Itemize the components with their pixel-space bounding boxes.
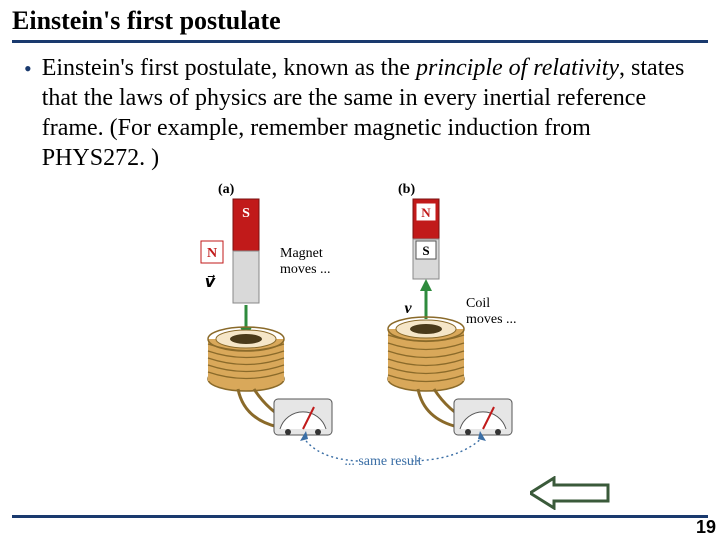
magnet-a-s: S [242,206,250,221]
figure-container: (a) (b) S N v⃗ Magnet [24,179,692,469]
content-area: • Einstein's first postulate, known as t… [0,53,720,469]
body-part-1: Einstein's first postulate, known as the [42,55,416,81]
title-rule [12,40,708,43]
slide-title: Einstein's first postulate [0,0,720,40]
big-left-arrow [530,476,610,510]
label-a: (a) [218,182,235,197]
caption-a-1: Magnet [280,246,323,261]
caption-b-2: moves ... [466,312,517,327]
meter-b [454,399,512,435]
v-arrow-a: v⃗ [205,274,216,291]
meter-a [274,399,332,435]
magnet-b: N S [413,199,439,279]
magnet-a-n: N [207,246,217,261]
page-number: 19 [696,517,716,538]
magnet-b-s: S [422,243,429,258]
slide: Einstein's first postulate • Einstein's … [0,0,720,540]
bullet-item: • Einstein's first postulate, known as t… [24,53,692,173]
caption-a-2: moves ... [280,262,331,277]
magnet-b-n: N [421,205,431,220]
bottom-rule [12,515,708,518]
induction-figure: (a) (b) S N v⃗ Magnet [148,179,568,469]
label-b: (b) [398,182,415,197]
bullet-glyph: • [24,53,32,83]
body-italic: principle of relativity [416,55,619,81]
magnet-a: S N v⃗ [201,199,259,339]
caption-b-1: Coil [466,296,490,311]
body-text: Einstein's first postulate, known as the… [42,53,692,173]
v-b: v [404,300,412,317]
coil-motion-b: v [404,279,432,319]
same-result-text: ... same result [344,454,421,469]
